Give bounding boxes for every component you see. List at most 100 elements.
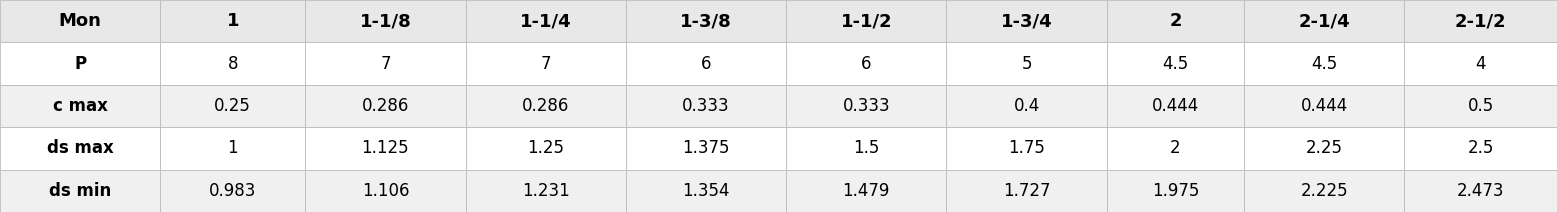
- Text: 0.286: 0.286: [361, 97, 409, 115]
- Bar: [0, 170, 160, 212]
- Bar: [947, 170, 1107, 212]
- Text: ds max: ds max: [47, 139, 114, 157]
- Bar: [305, 127, 466, 170]
- Text: 1.231: 1.231: [522, 182, 570, 200]
- Bar: [466, 127, 626, 170]
- Bar: [0, 85, 160, 127]
- Bar: [786, 0, 947, 42]
- Text: ds min: ds min: [48, 182, 111, 200]
- Bar: [1244, 170, 1404, 212]
- Text: 1.975: 1.975: [1152, 182, 1199, 200]
- Text: 0.286: 0.286: [522, 97, 570, 115]
- Bar: [305, 85, 466, 127]
- Text: 2: 2: [1169, 12, 1182, 30]
- Bar: [160, 170, 305, 212]
- Text: 0.444: 0.444: [1300, 97, 1348, 115]
- Text: Mon: Mon: [59, 12, 101, 30]
- Text: 6: 6: [861, 55, 872, 73]
- Bar: [1107, 0, 1244, 42]
- Text: 0.983: 0.983: [209, 182, 257, 200]
- Text: 1.479: 1.479: [842, 182, 891, 200]
- Text: P: P: [75, 55, 86, 73]
- Text: 5: 5: [1021, 55, 1032, 73]
- Bar: [1107, 85, 1244, 127]
- Bar: [466, 85, 626, 127]
- Text: 1: 1: [226, 12, 240, 30]
- Text: 0.25: 0.25: [215, 97, 251, 115]
- Bar: [947, 0, 1107, 42]
- Bar: [947, 42, 1107, 85]
- Bar: [786, 42, 947, 85]
- Text: 0.333: 0.333: [682, 97, 730, 115]
- Text: 1.106: 1.106: [361, 182, 409, 200]
- Text: 8: 8: [227, 55, 238, 73]
- Bar: [786, 170, 947, 212]
- Bar: [1404, 170, 1557, 212]
- Text: c max: c max: [53, 97, 107, 115]
- Text: 1: 1: [227, 139, 238, 157]
- Bar: [1404, 127, 1557, 170]
- Bar: [786, 127, 947, 170]
- Bar: [1404, 85, 1557, 127]
- Bar: [626, 0, 786, 42]
- Text: 1-1/8: 1-1/8: [360, 12, 411, 30]
- Text: 2-1/2: 2-1/2: [1454, 12, 1507, 30]
- Bar: [1404, 42, 1557, 85]
- Bar: [1107, 170, 1244, 212]
- Bar: [947, 127, 1107, 170]
- Bar: [1244, 85, 1404, 127]
- Bar: [466, 42, 626, 85]
- Bar: [0, 42, 160, 85]
- Text: 0.333: 0.333: [842, 97, 891, 115]
- Text: 4.5: 4.5: [1162, 55, 1188, 73]
- Text: 1.75: 1.75: [1007, 139, 1045, 157]
- Bar: [1244, 0, 1404, 42]
- Text: 1.5: 1.5: [853, 139, 880, 157]
- Bar: [0, 0, 160, 42]
- Bar: [466, 0, 626, 42]
- Text: 1-1/4: 1-1/4: [520, 12, 571, 30]
- Text: 2.225: 2.225: [1300, 182, 1348, 200]
- Bar: [0, 127, 160, 170]
- Bar: [1404, 0, 1557, 42]
- Text: 2.473: 2.473: [1457, 182, 1504, 200]
- Bar: [626, 127, 786, 170]
- Text: 7: 7: [540, 55, 551, 73]
- Text: 0.4: 0.4: [1014, 97, 1040, 115]
- Text: 1.25: 1.25: [528, 139, 564, 157]
- Text: 2-1/4: 2-1/4: [1299, 12, 1350, 30]
- Text: 4: 4: [1476, 55, 1485, 73]
- Bar: [160, 85, 305, 127]
- Bar: [160, 0, 305, 42]
- Text: 2: 2: [1169, 139, 1180, 157]
- Bar: [1244, 42, 1404, 85]
- Text: 7: 7: [380, 55, 391, 73]
- Bar: [626, 170, 786, 212]
- Text: 4.5: 4.5: [1311, 55, 1337, 73]
- Text: 0.5: 0.5: [1468, 97, 1493, 115]
- Text: 0.444: 0.444: [1152, 97, 1199, 115]
- Bar: [160, 42, 305, 85]
- Text: 1-3/4: 1-3/4: [1001, 12, 1053, 30]
- Bar: [466, 170, 626, 212]
- Bar: [305, 170, 466, 212]
- Text: 1.375: 1.375: [682, 139, 730, 157]
- Bar: [305, 0, 466, 42]
- Text: 1-1/2: 1-1/2: [841, 12, 892, 30]
- Bar: [626, 42, 786, 85]
- Bar: [626, 85, 786, 127]
- Text: 2.25: 2.25: [1306, 139, 1342, 157]
- Bar: [1107, 127, 1244, 170]
- Text: 1-3/8: 1-3/8: [680, 12, 732, 30]
- Bar: [160, 127, 305, 170]
- Bar: [786, 85, 947, 127]
- Bar: [1244, 127, 1404, 170]
- Text: 1.125: 1.125: [361, 139, 409, 157]
- Bar: [305, 42, 466, 85]
- Text: 1.727: 1.727: [1003, 182, 1051, 200]
- Bar: [947, 85, 1107, 127]
- Bar: [1107, 42, 1244, 85]
- Text: 1.354: 1.354: [682, 182, 730, 200]
- Text: 2.5: 2.5: [1468, 139, 1493, 157]
- Text: 6: 6: [701, 55, 712, 73]
